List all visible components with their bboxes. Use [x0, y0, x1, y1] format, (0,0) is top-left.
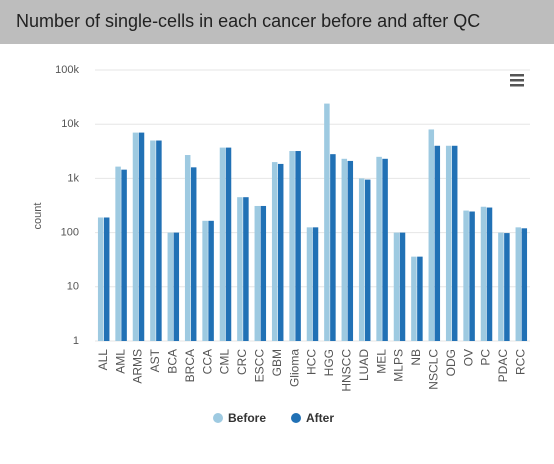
- y-tick-label: 1: [73, 335, 79, 347]
- bar: [504, 233, 510, 341]
- bar: [341, 158, 348, 341]
- bar: [190, 167, 197, 341]
- bar: [121, 169, 127, 341]
- header: Number of single-cells in each cancer be…: [0, 0, 554, 44]
- bar: [115, 166, 121, 341]
- x-tick-label: ARMS: [131, 349, 145, 384]
- x-tick-label: MEL: [374, 349, 388, 374]
- bar: [167, 232, 174, 341]
- bar: [451, 145, 458, 341]
- x-tick-label: AML: [113, 349, 127, 374]
- x-tick-label: HCC: [305, 349, 319, 375]
- bar: [289, 151, 295, 341]
- x-tick-label: RCC: [513, 349, 527, 375]
- bar: [277, 163, 284, 341]
- x-tick-label: AST: [148, 348, 162, 372]
- x-tick-label: HNSCC: [339, 349, 353, 392]
- x-tick-label: LUAD: [357, 349, 371, 381]
- legend-marker: [291, 413, 301, 423]
- bar: [271, 162, 278, 341]
- x-tick-label: BRCA: [183, 349, 197, 382]
- bar: [498, 232, 504, 341]
- bar: [173, 232, 180, 341]
- bar: [358, 178, 365, 341]
- bar: [260, 205, 267, 341]
- chart: count 1 10 100 1k 10k 100k ALL AML ARMS AST BCA BRC…: [32, 64, 530, 425]
- bar: [306, 227, 313, 341]
- x-tick-label: NSCLC: [426, 349, 440, 390]
- x-tick-label: HGG: [322, 349, 336, 376]
- bar: [208, 220, 214, 341]
- bar: [411, 256, 417, 341]
- x-tick-label: ODG: [444, 349, 458, 376]
- y-tick-label: 100: [61, 227, 79, 239]
- menu-line: [510, 84, 524, 87]
- bar: [150, 140, 156, 341]
- x-tick-label: MLPS: [392, 349, 406, 382]
- bar: [417, 256, 423, 341]
- bar: [156, 140, 162, 341]
- x-tick-label: GBM: [270, 349, 284, 376]
- y-axis-title: count: [32, 203, 44, 230]
- bar: [399, 232, 406, 341]
- menu-line: [510, 74, 524, 77]
- bar: [445, 145, 452, 341]
- bar: [434, 145, 441, 341]
- x-tick-label: OV: [461, 349, 475, 366]
- bar: [254, 205, 261, 341]
- y-tick-label: 10k: [61, 118, 79, 130]
- x-tick-label: ESCC: [252, 349, 266, 383]
- bar: [225, 147, 232, 341]
- bar: [138, 132, 145, 341]
- bar: [364, 179, 371, 341]
- legend-label: After: [306, 411, 334, 425]
- bar: [521, 228, 528, 341]
- bar: [132, 132, 139, 341]
- menu-line: [510, 79, 524, 82]
- bar: [469, 211, 475, 341]
- bar: [243, 197, 249, 341]
- bar: [330, 154, 336, 341]
- bar: [393, 232, 400, 341]
- bar: [480, 206, 487, 341]
- bar: [295, 151, 301, 341]
- bar: [184, 155, 191, 341]
- bar: [463, 210, 469, 341]
- bar: [103, 217, 110, 341]
- x-tick-label: CML: [218, 349, 232, 375]
- bar: [382, 158, 388, 341]
- menu-button[interactable]: [510, 74, 524, 87]
- bar: [312, 227, 319, 341]
- bar: [428, 129, 435, 341]
- legend-label: Before: [228, 411, 266, 425]
- x-tick-label: NB: [409, 349, 423, 366]
- bar: [237, 197, 243, 341]
- bar: [376, 156, 382, 341]
- bar: [202, 220, 208, 341]
- x-tick-label: ALL: [96, 349, 110, 371]
- bar: [515, 227, 522, 341]
- x-tick-label: CRC: [235, 349, 249, 375]
- x-tick-label: Glioma: [287, 349, 301, 387]
- bar: [324, 103, 330, 341]
- bar: [219, 147, 226, 341]
- y-tick-label: 100k: [55, 64, 79, 76]
- x-tick-label: PC: [479, 349, 493, 366]
- bar: [486, 207, 493, 341]
- legend-marker: [213, 413, 223, 423]
- chart-title: Number of single-cells in each cancer be…: [16, 11, 481, 31]
- bar: [97, 217, 104, 341]
- x-tick-label: BCA: [165, 349, 179, 374]
- y-tick-label: 1k: [67, 172, 79, 184]
- x-tick-label: PDAC: [496, 349, 510, 383]
- bar: [347, 160, 354, 341]
- x-tick-label: CCA: [200, 349, 214, 374]
- y-tick-label: 10: [67, 281, 79, 293]
